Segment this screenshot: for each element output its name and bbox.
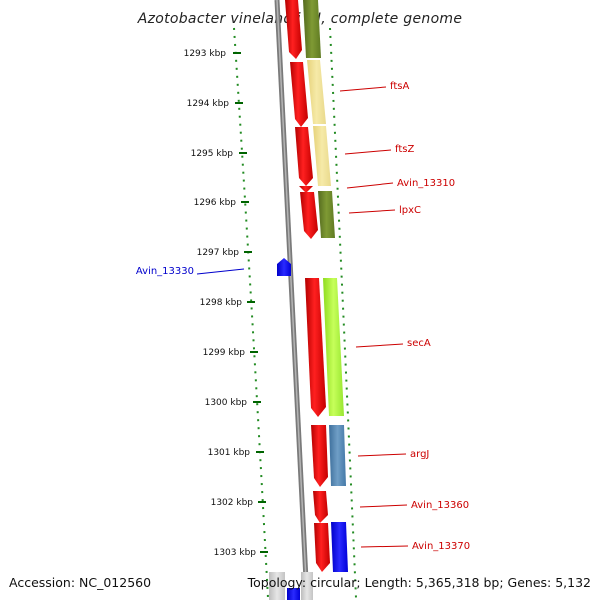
tick-label: 1300 kbp — [205, 398, 248, 408]
gene-label-avin-13330[interactable]: Avin_13330 — [136, 266, 194, 277]
tick-label: 1294 kbp — [187, 99, 230, 109]
gene-arrow[interactable] — [295, 127, 313, 186]
gene-block-gray[interactable] — [269, 572, 285, 600]
feature-bars — [287, 0, 348, 600]
tick-label: 1299 kbp — [203, 348, 246, 358]
tick-label: 1302 kbp — [211, 498, 254, 508]
callout-line — [196, 268, 245, 275]
gene-label-avin-13370[interactable]: Avin_13370 — [412, 541, 470, 552]
gene-arrow[interactable] — [285, 0, 302, 59]
gene-arrow[interactable] — [300, 192, 318, 239]
genome-backbone-highlight — [276, 0, 308, 600]
right-dotted-arc — [329, 27, 357, 599]
callout-line — [357, 453, 407, 457]
feature-bar-blue[interactable] — [331, 522, 348, 572]
gene-arrow[interactable] — [299, 186, 313, 193]
strand-genes — [269, 0, 330, 600]
gene-labels: ftsA ftsZ Avin_13310 lpxC Avin_13330 sec… — [136, 81, 470, 552]
tick-label: 1303 kbp — [214, 548, 257, 558]
tick-label: 1293 kbp — [184, 49, 227, 59]
callout-line — [346, 182, 394, 189]
callout-line — [360, 545, 409, 548]
feature-bar-khaki[interactable] — [307, 60, 326, 124]
genome-summary-text: Topology: circular; Length: 5,365,318 bp… — [247, 575, 591, 590]
callout-line — [359, 504, 408, 508]
gene-arrow[interactable] — [305, 278, 326, 417]
tick-label: 1298 kbp — [200, 298, 243, 308]
gene-label-ftsZ[interactable]: ftsZ — [395, 144, 414, 155]
feature-bar-olive[interactable] — [318, 191, 335, 238]
left-dotted-arc — [233, 27, 269, 599]
feature-bar-blue[interactable] — [287, 588, 300, 600]
feature-bar-olive[interactable] — [303, 0, 321, 58]
callout-line — [339, 86, 387, 92]
tick-label: 1295 kbp — [191, 149, 234, 159]
gene-arrow[interactable] — [314, 523, 330, 572]
gene-label-lpxC[interactable]: lpxC — [399, 205, 421, 216]
gene-label-avin-13360[interactable]: Avin_13360 — [411, 500, 469, 511]
gene-label-ftsA[interactable]: ftsA — [390, 81, 409, 92]
gene-block-gray[interactable] — [301, 572, 313, 600]
gene-arrow[interactable] — [290, 62, 308, 127]
tick-label: 1297 kbp — [197, 248, 240, 258]
gene-arrow[interactable] — [313, 491, 328, 523]
tick-label: 1296 kbp — [194, 198, 237, 208]
gene-label-secA[interactable]: secA — [407, 338, 431, 349]
feature-bar-steel[interactable] — [329, 425, 346, 486]
scale-ticks: 1293 kbp 1294 kbp 1295 kbp 1296 kbp 1297… — [184, 49, 268, 558]
gene-arrow[interactable] — [311, 425, 328, 487]
feature-bar-lime[interactable] — [323, 278, 344, 416]
gene-label-avin-13310[interactable]: Avin_13310 — [397, 178, 455, 189]
callout-line — [348, 209, 396, 214]
tick-label: 1301 kbp — [208, 448, 251, 458]
feature-bar-khaki[interactable] — [313, 126, 331, 186]
callout-line — [355, 343, 404, 348]
gene-label-argJ[interactable]: argJ — [410, 449, 429, 460]
callout-line — [344, 149, 392, 155]
accession-text: Accession: NC_012560 — [9, 575, 151, 590]
gene-arrow-avin-13330[interactable] — [277, 258, 291, 276]
